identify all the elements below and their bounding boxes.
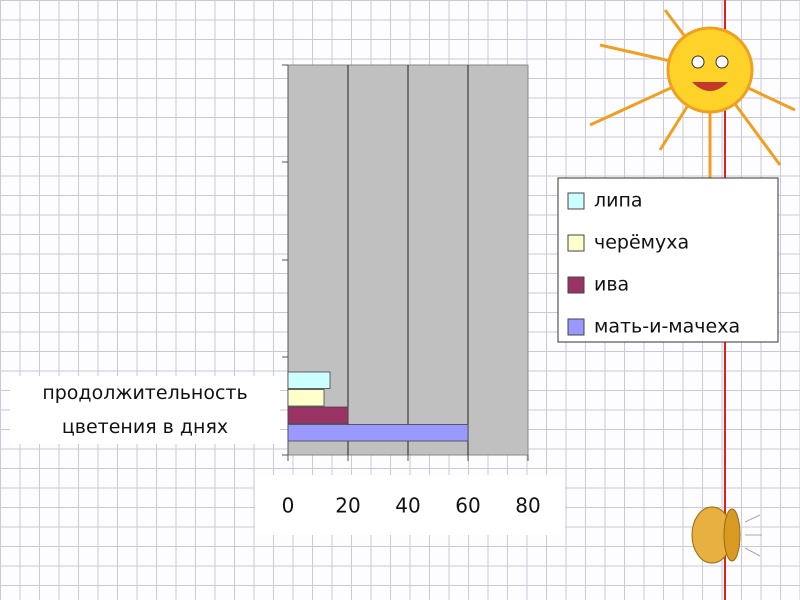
legend-label: липа (594, 190, 643, 212)
tick-label-backdrop (255, 475, 565, 535)
legend-label: черёмуха (594, 232, 689, 254)
bar (287, 371, 331, 389)
x-tick-label: 40 (395, 494, 420, 518)
bar (287, 424, 469, 442)
category-axis (282, 64, 289, 460)
bar (287, 406, 349, 424)
legend-swatch (567, 234, 585, 252)
legend-label: мать-и-мачеха (594, 316, 740, 338)
bar (287, 389, 325, 407)
x-tick-label: 0 (282, 494, 295, 518)
category-label: продолжительность цветения в днях (10, 376, 280, 444)
legend-label: ива (594, 274, 629, 296)
x-tick-label: 60 (455, 494, 480, 518)
sun (589, 9, 796, 195)
x-tick-label: 20 (335, 494, 360, 518)
legend-swatch (567, 192, 585, 210)
legend-swatch (567, 318, 585, 336)
x-tick-label: 80 (515, 494, 540, 518)
legend-swatch (567, 276, 585, 294)
legend (557, 177, 779, 343)
speaker-icon[interactable] (691, 506, 762, 564)
